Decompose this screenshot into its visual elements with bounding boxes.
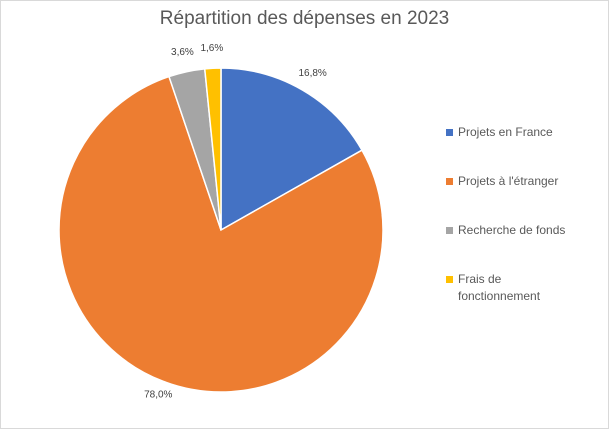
legend-item-frais-fonctionnement: Frais de fonctionnement (446, 271, 573, 305)
legend-swatch (446, 227, 453, 234)
legend-label: Frais de fonctionnement (458, 272, 541, 303)
data-label-recherche-fonds: 3,6% (171, 47, 194, 58)
pie-slice-projets-etranger (58, 75, 384, 393)
data-label-projets-france: 16,8% (298, 68, 326, 79)
legend-swatch (446, 178, 453, 185)
data-label-projets-etranger: 78,0% (144, 389, 172, 400)
legend-label: Recherche de fonds (458, 223, 566, 237)
legend-swatch (446, 129, 453, 136)
chart-title: Répartition des dépenses en 2023 (159, 8, 450, 29)
legend-swatch (446, 276, 453, 283)
legend-item-recherche-fonds: Recherche de fonds (446, 222, 596, 239)
legend-label: Projets en France (458, 125, 553, 139)
pie-slice-projets-france (220, 67, 363, 232)
data-label-frais-fonctionnement: 1,6% (200, 43, 223, 54)
legend: Projets en France Projets à l'étranger R… (446, 124, 596, 305)
legend-label: Projets à l'étranger (458, 174, 559, 188)
legend-item-projets-france: Projets en France (446, 124, 596, 141)
pie-slice-frais-fonctionnement (203, 67, 222, 231)
legend-item-projets-etranger: Projets à l'étranger (446, 173, 596, 190)
